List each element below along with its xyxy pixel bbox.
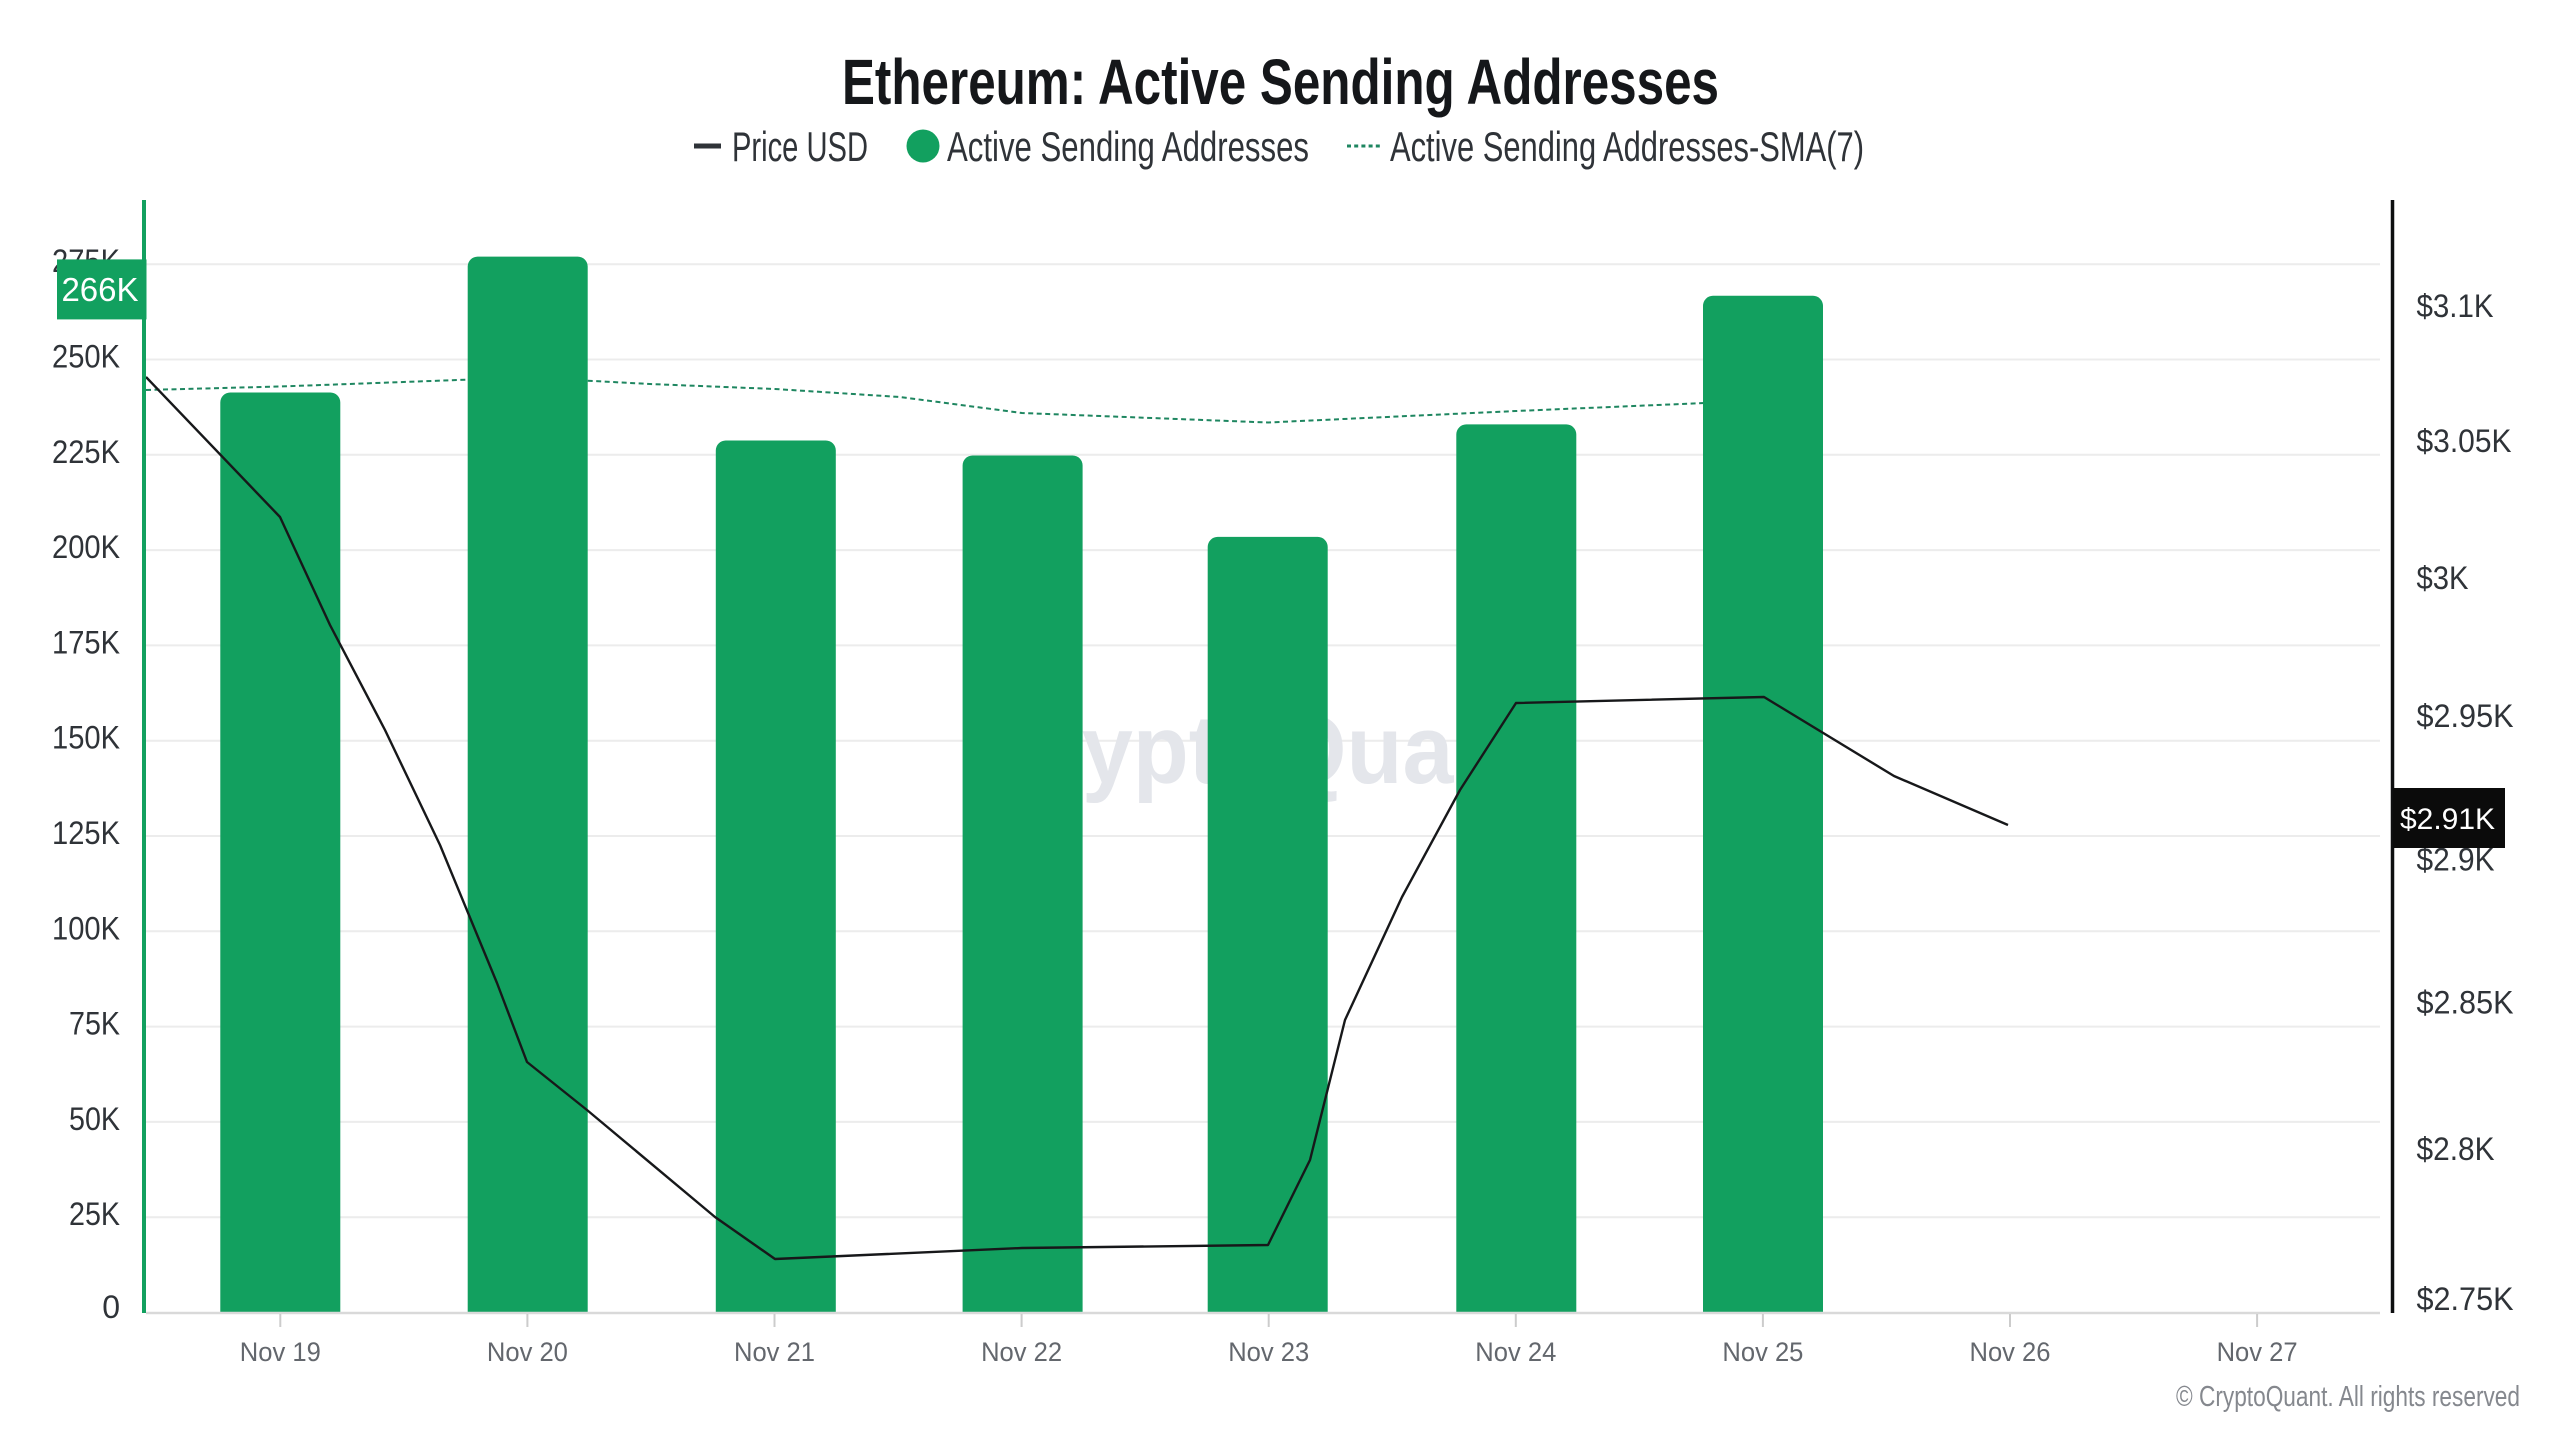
svg-text:100K: 100K: [52, 910, 120, 946]
svg-text:Active Sending Addresses: Active Sending Addresses: [947, 123, 1309, 170]
svg-text:Price USD: Price USD: [732, 123, 868, 170]
svg-text:Nov 24: Nov 24: [1475, 1337, 1556, 1367]
svg-text:$2.91K: $2.91K: [2400, 803, 2495, 836]
svg-text:Active Sending Addresses-SMA(7: Active Sending Addresses-SMA(7): [1390, 123, 1864, 170]
svg-text:175K: 175K: [52, 624, 120, 660]
svg-text:225K: 225K: [52, 434, 120, 470]
svg-text:25K: 25K: [69, 1196, 120, 1232]
svg-text:200K: 200K: [52, 529, 120, 565]
svg-text:Nov 26: Nov 26: [1970, 1337, 2051, 1367]
svg-text:150K: 150K: [52, 720, 120, 756]
svg-text:Nov 25: Nov 25: [1722, 1337, 1803, 1367]
svg-text:Nov 23: Nov 23: [1228, 1337, 1309, 1367]
svg-text:250K: 250K: [52, 339, 120, 375]
svg-text:$2.95K: $2.95K: [2417, 698, 2514, 734]
svg-text:Nov 20: Nov 20: [487, 1337, 568, 1367]
svg-text:$2.85K: $2.85K: [2417, 985, 2514, 1021]
svg-text:Ethereum: Active Sending Addre: Ethereum: Active Sending Addresses: [842, 46, 1719, 118]
svg-text:$2.75K: $2.75K: [2417, 1281, 2514, 1317]
svg-text:50K: 50K: [69, 1101, 120, 1137]
svg-text:125K: 125K: [52, 815, 120, 851]
svg-text:Nov 22: Nov 22: [981, 1337, 1062, 1367]
svg-text:$3.05K: $3.05K: [2417, 423, 2512, 459]
svg-text:$2.8K: $2.8K: [2417, 1131, 2495, 1167]
svg-text:$3K: $3K: [2417, 560, 2469, 596]
svg-text:0: 0: [102, 1289, 120, 1325]
svg-text:Nov 19: Nov 19: [240, 1337, 321, 1367]
svg-text:266K: 266K: [61, 271, 138, 308]
svg-text:Nov 27: Nov 27: [2217, 1337, 2298, 1367]
svg-text:Nov 21: Nov 21: [734, 1337, 815, 1367]
svg-text:$3.1K: $3.1K: [2417, 288, 2494, 324]
svg-text:© CryptoQuant. All rights rese: © CryptoQuant. All rights reserved: [2176, 1381, 2520, 1413]
svg-text:75K: 75K: [69, 1006, 120, 1042]
